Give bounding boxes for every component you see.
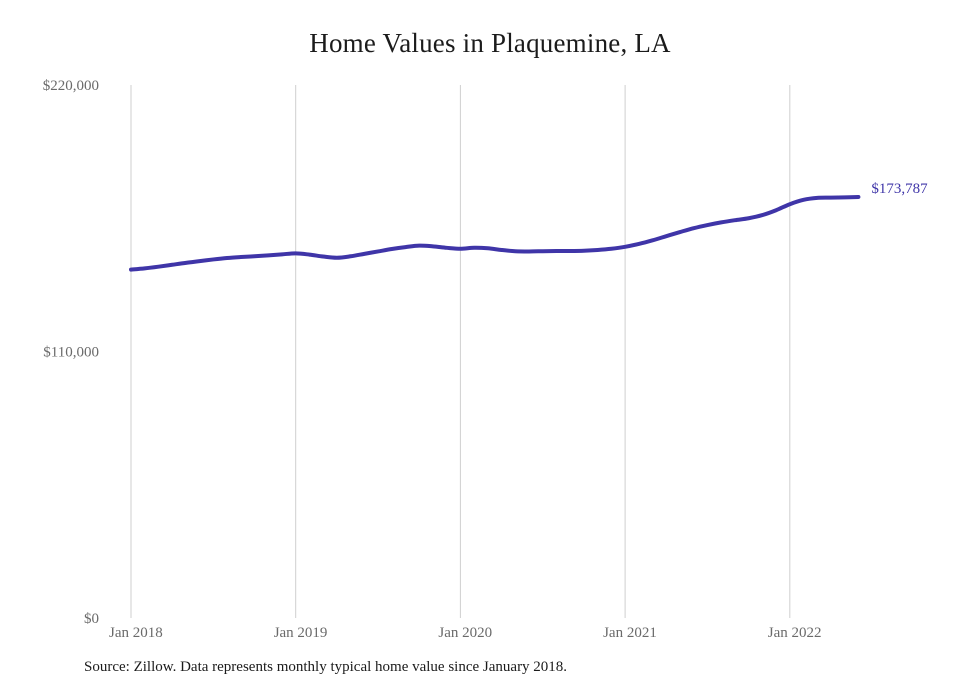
gridlines: [130, 85, 791, 618]
chart-title: Home Values in Plaquemine, LA: [309, 28, 671, 58]
source-note: Source: Zillow. Data represents monthly …: [84, 659, 568, 675]
x-axis-tick-labels: Jan 2018 Jan 2019 Jan 2020 Jan 2021 Jan 2022: [109, 625, 822, 641]
y-axis-tick-labels: $0 $110,000 $220,000: [43, 78, 99, 627]
end-value-label: $173,787: [871, 181, 928, 197]
y-axis-tick-label: $110,000: [43, 345, 99, 361]
x-axis-tick-label: Jan 2020: [438, 625, 492, 641]
home-value-line: [129, 194, 861, 272]
x-axis-tick-label: Jan 2022: [768, 625, 822, 641]
y-axis-tick-label: $0: [84, 611, 99, 627]
x-axis-tick-label: Jan 2021: [603, 625, 657, 641]
y-axis-tick-label: $220,000: [43, 78, 99, 94]
x-axis-tick-label: Jan 2018: [109, 625, 163, 641]
x-axis-tick-label: Jan 2019: [274, 625, 328, 641]
